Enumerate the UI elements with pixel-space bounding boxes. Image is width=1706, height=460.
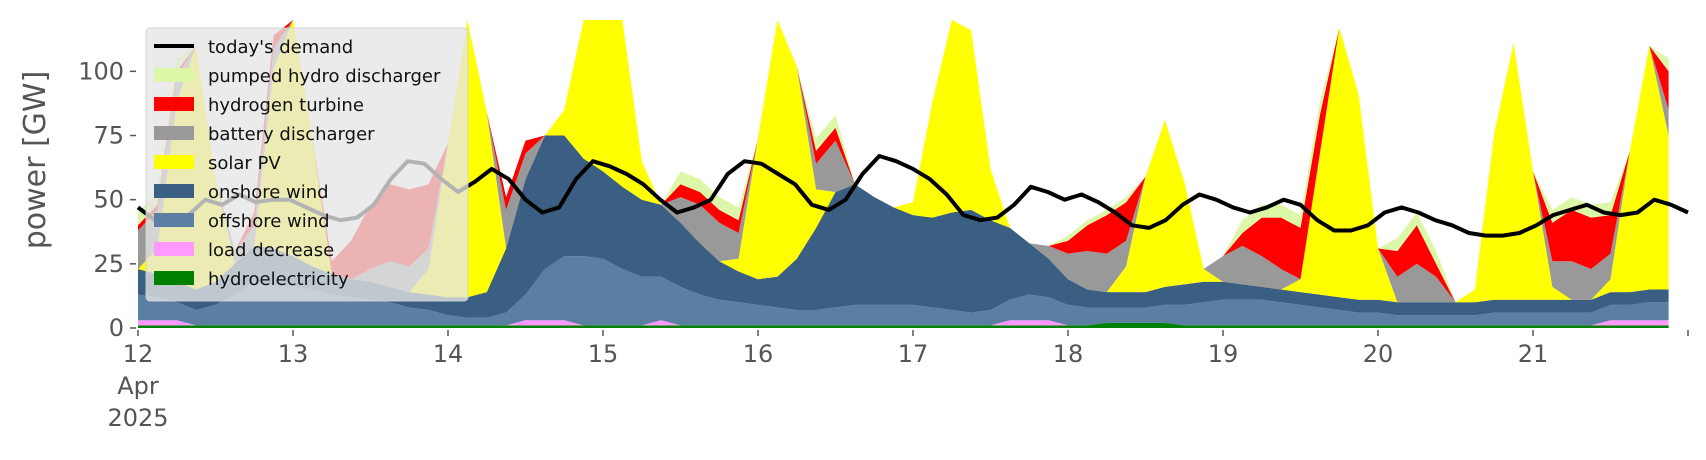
area-hydrogen-turbine xyxy=(138,20,1669,303)
x-tick-label: 16 xyxy=(743,340,774,368)
axes: 0 25 50 75 100 12 Apr 2025 13 14 15 16 17 18 19 20 21 xyxy=(78,57,1689,432)
y-tick-label: 75 xyxy=(93,122,124,150)
area-load-decrease xyxy=(138,320,1669,326)
legend-label-hydroelectricity: hydroelectricity xyxy=(208,269,349,290)
x-tick-label: 12 xyxy=(123,340,154,368)
legend-label-onshore-wind: onshore wind xyxy=(208,182,329,203)
y-axis-title: power [GW] xyxy=(18,71,53,250)
legend-label-offshore-wind: offshore wind xyxy=(208,211,330,232)
legend-swatch-solar-pv xyxy=(154,155,194,169)
legend-swatch-hydrogen-turbine xyxy=(154,97,194,111)
legend-label-hydrogen-turbine: hydrogen turbine xyxy=(208,95,364,116)
legend-swatch-onshore-wind xyxy=(154,184,194,198)
legend-label-today-s-demand: today's demand xyxy=(208,37,353,58)
y-tick-label: 0 xyxy=(109,314,124,342)
legend-box xyxy=(145,27,469,302)
legend-swatch-offshore-wind xyxy=(154,213,194,227)
x-tick-month-label: Apr xyxy=(117,372,159,400)
x-tick-label: 13 xyxy=(278,340,309,368)
area-hydroelectricity xyxy=(138,322,1669,328)
y-tick-label: 100 xyxy=(78,57,124,85)
y-tick-label: 25 xyxy=(93,250,124,278)
x-tick-label: 18 xyxy=(1053,340,1084,368)
legend-swatch-load-decrease xyxy=(154,242,194,256)
x-tick-label: 14 xyxy=(433,340,464,368)
x-tick-label: 15 xyxy=(588,340,619,368)
x-tick-label: 21 xyxy=(1518,340,1549,368)
legend-label-battery-discharger: battery discharger xyxy=(208,124,375,145)
legend-swatch-hydroelectricity xyxy=(154,271,194,285)
area-onshore-wind xyxy=(138,135,1669,318)
x-tick-label: 19 xyxy=(1208,340,1239,368)
legend: today's demand pumped hydro discharger hyd… xyxy=(145,27,469,302)
legend-label-solar-pv: solar PV xyxy=(208,153,281,174)
x-tick-label: 17 xyxy=(898,340,929,368)
x-tick-label: 20 xyxy=(1363,340,1394,368)
x-tick-year-label: 2025 xyxy=(107,404,168,432)
legend-label-load-decrease: load decrease xyxy=(208,240,334,261)
y-tick-label: 50 xyxy=(93,186,124,214)
legend-label-pumped-hydro-discharger: pumped hydro discharger xyxy=(208,66,441,87)
legend-swatch-pumped-hydro-discharger xyxy=(154,68,194,82)
legend-swatch-battery-discharger xyxy=(154,126,194,140)
area-offshore-wind xyxy=(138,256,1669,326)
